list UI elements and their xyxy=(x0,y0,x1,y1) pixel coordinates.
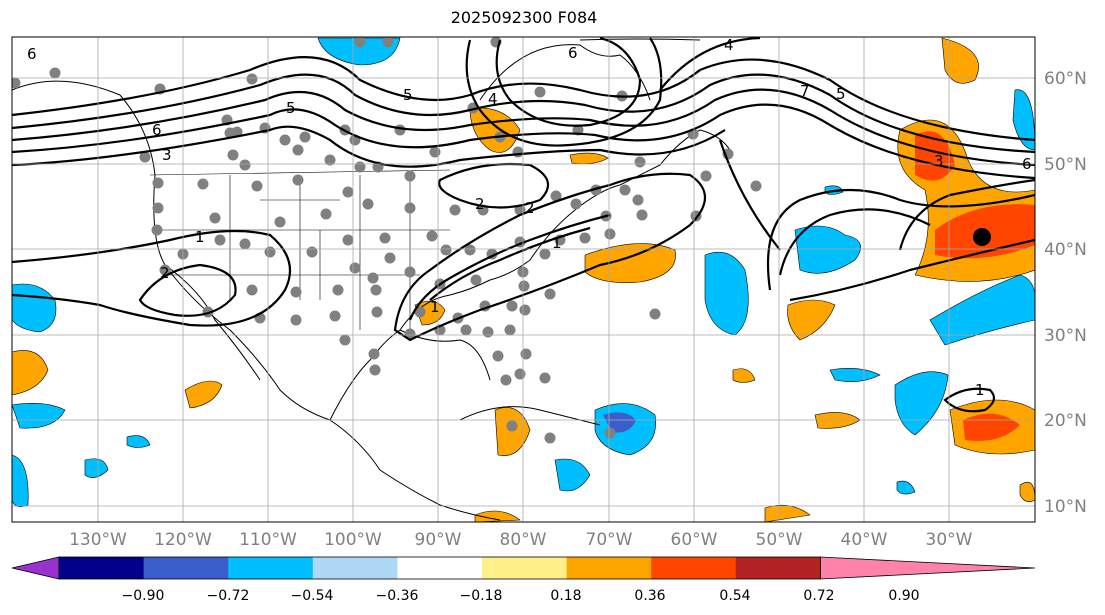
station-dots xyxy=(12,37,762,444)
lon-label: 80°W xyxy=(500,530,547,550)
colorbar-extend-low xyxy=(11,556,60,580)
grid-lines xyxy=(12,37,1035,522)
colorbar-tick-label: −0.54 xyxy=(291,588,334,604)
lat-label: 10°N xyxy=(1044,497,1087,517)
lon-label: 40°W xyxy=(841,530,888,550)
lat-label: 40°N xyxy=(1044,240,1087,260)
contour-label: 1 xyxy=(195,228,205,246)
colorbar-segment xyxy=(482,557,568,579)
colorbar-segment xyxy=(397,557,483,579)
negative-anomaly-shading xyxy=(12,37,1035,507)
colorbar-tick-label: −0.72 xyxy=(207,588,250,604)
contour-label: 6 xyxy=(152,121,162,139)
longitude-labels: 130°W 120°W 110°W 100°W 90°W 80°W 70°W 6… xyxy=(69,530,973,550)
lon-label: 100°W xyxy=(324,530,382,550)
latitude-labels: 60°N 50°N 40°N 30°N 20°N 10°N xyxy=(1044,69,1087,517)
contour-lines xyxy=(12,37,1035,413)
lon-label: 90°W xyxy=(415,530,462,550)
map-frame xyxy=(11,36,1036,523)
colorbar xyxy=(11,556,1036,580)
contour-label: 1 xyxy=(430,298,440,316)
lat-label: 20°N xyxy=(1044,411,1087,431)
lon-label: 110°W xyxy=(239,530,297,550)
contour-label: 4 xyxy=(488,90,498,108)
colorbar-tick-label: 0.72 xyxy=(803,588,834,604)
lat-label: 50°N xyxy=(1044,155,1087,175)
contour-label: 7 xyxy=(800,82,810,100)
colorbar-tick-label: 0.18 xyxy=(550,588,581,604)
colorbar-tick-labels: −0.90 −0.72 −0.54 −0.36 −0.18 0.18 0.36 … xyxy=(122,588,920,604)
colorbar-segment xyxy=(566,557,652,579)
contour-label: 6 xyxy=(1022,155,1032,173)
colorbar-segment xyxy=(228,557,314,579)
lon-label: 30°W xyxy=(926,530,973,550)
colorbar-tick-label: −0.18 xyxy=(460,588,503,604)
colorbar-segment xyxy=(59,557,145,579)
lat-label: 60°N xyxy=(1044,69,1087,89)
colorbar-outline xyxy=(58,556,821,580)
contour-label: 3 xyxy=(162,146,172,164)
contour-label: 6 xyxy=(27,45,37,63)
contour-label: 1 xyxy=(975,381,985,399)
lon-label: 70°W xyxy=(586,530,633,550)
colorbar-tick-label: 0.54 xyxy=(719,588,750,604)
lon-label: 120°W xyxy=(154,530,212,550)
colorbar-segment xyxy=(143,557,229,579)
contour-label: 3 xyxy=(934,152,944,170)
coastlines xyxy=(12,38,731,521)
lon-label: 60°W xyxy=(671,530,718,550)
contour-label: 1 xyxy=(552,234,562,252)
colorbar-segment xyxy=(651,557,737,579)
colorbar-tick-label: 0.90 xyxy=(888,588,919,604)
colorbar-tick-label: −0.36 xyxy=(376,588,419,604)
lon-label: 50°W xyxy=(756,530,803,550)
contour-label-group: 6 6 6 5 5 4 3 2 1 1 2 2 1 5 6 7 4 3 1 xyxy=(27,36,1032,399)
colorbar-segment xyxy=(735,557,821,579)
state-borders xyxy=(149,169,451,330)
contour-label: 5 xyxy=(286,99,296,117)
colorbar-segment xyxy=(312,557,398,579)
contour-label: 2 xyxy=(160,264,170,282)
colorbar-extend-high xyxy=(820,556,1036,580)
colorbar-tick-label: 0.36 xyxy=(634,588,665,604)
lat-label: 30°N xyxy=(1044,326,1087,346)
contour-label: 2 xyxy=(475,195,485,213)
center-marker xyxy=(973,228,991,246)
colorbar-tick-label: −0.90 xyxy=(122,588,165,604)
lon-label: 130°W xyxy=(69,530,127,550)
contour-label: 5 xyxy=(403,86,413,104)
contour-label: 6 xyxy=(568,44,578,62)
contour-label: 2 xyxy=(525,199,535,217)
map-title: 2025092300 F084 xyxy=(450,8,598,27)
contour-label: 4 xyxy=(724,36,734,54)
contour-label: 5 xyxy=(836,85,846,103)
